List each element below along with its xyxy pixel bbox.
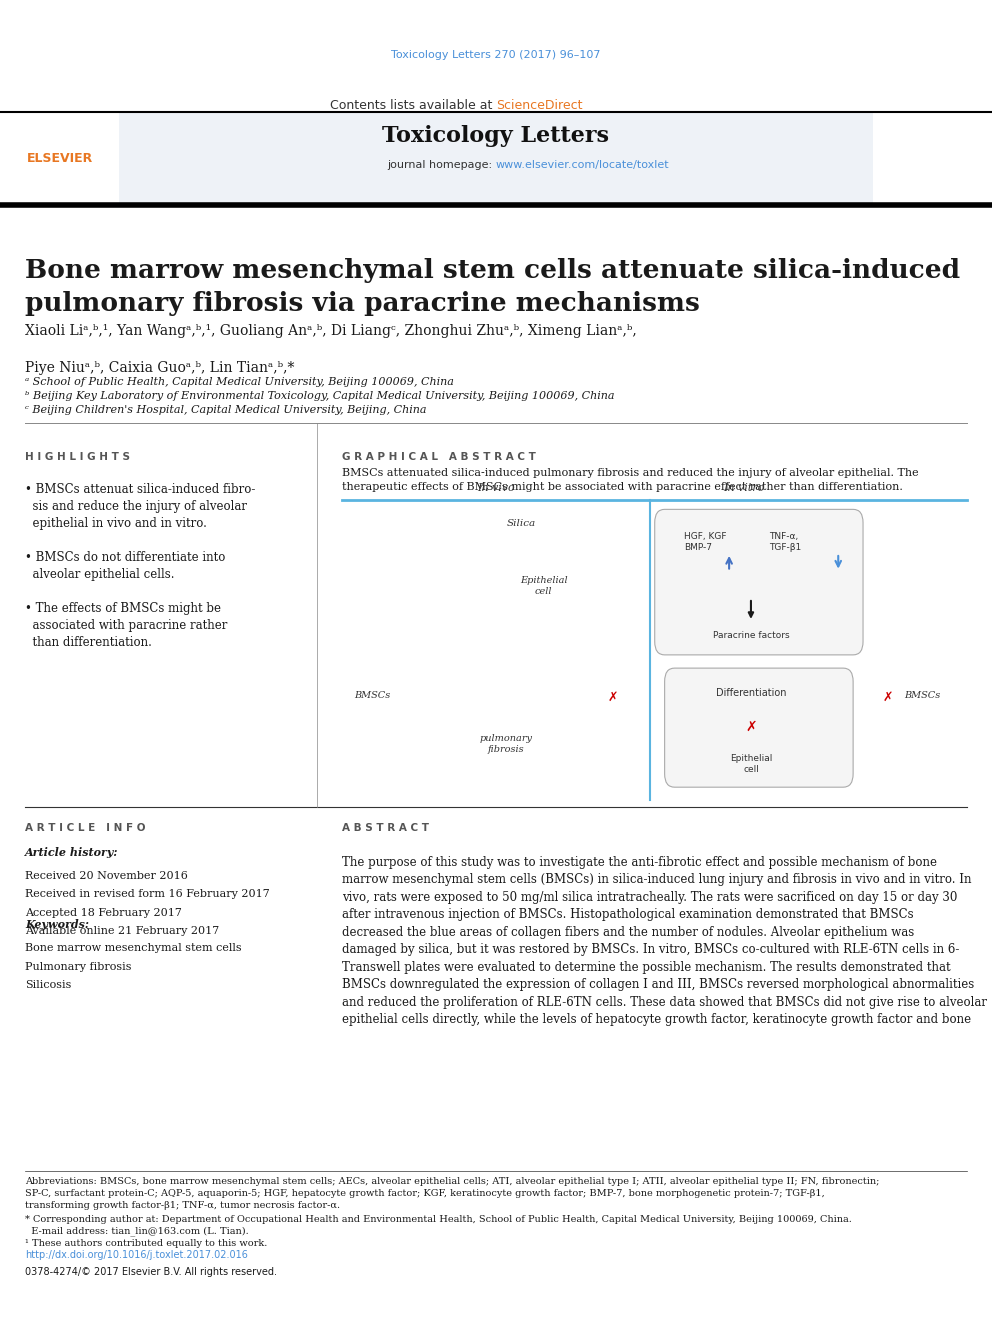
Text: Keywords:: Keywords:	[25, 919, 89, 930]
Text: H I G H L I G H T S: H I G H L I G H T S	[25, 452, 130, 463]
Text: In vitro: In vitro	[723, 483, 765, 493]
Text: ELSEVIER: ELSEVIER	[27, 152, 92, 165]
Text: Contents lists available at: Contents lists available at	[329, 99, 496, 112]
Text: Paracrine factors: Paracrine factors	[712, 631, 790, 640]
Text: Available online 21 February 2017: Available online 21 February 2017	[25, 926, 219, 937]
Text: pulmonary
fibrosis: pulmonary fibrosis	[479, 734, 533, 754]
Text: BMSCs: BMSCs	[905, 691, 940, 700]
Text: A B S T R A C T: A B S T R A C T	[342, 823, 430, 833]
Text: Piye Niuᵃ,ᵇ, Caixia Guoᵃ,ᵇ, Lin Tianᵃ,ᵇ,*: Piye Niuᵃ,ᵇ, Caixia Guoᵃ,ᵇ, Lin Tianᵃ,ᵇ,…	[25, 361, 295, 376]
Text: ᵃ School of Public Health, Capital Medical University, Beijing 100069, China
ᵇ B: ᵃ School of Public Health, Capital Medic…	[25, 377, 614, 415]
Text: Bone marrow mesenchymal stem cells attenuate silica-induced
pulmonary fibrosis v: Bone marrow mesenchymal stem cells atten…	[25, 258, 960, 316]
Text: The purpose of this study was to investigate the anti-fibrotic effect and possib: The purpose of this study was to investi…	[342, 856, 987, 1027]
Text: Received in revised form 16 February 2017: Received in revised form 16 February 201…	[25, 889, 270, 900]
FancyBboxPatch shape	[119, 112, 873, 205]
Text: • BMSCs attenuat silica-induced fibro-
  sis and reduce the injury of alveolar
 : • BMSCs attenuat silica-induced fibro- s…	[25, 483, 255, 648]
Text: Epithelial
cell: Epithelial cell	[520, 576, 567, 595]
Text: BMSCs: BMSCs	[354, 691, 390, 700]
Text: BMSCs attenuated silica-induced pulmonary fibrosis and reduced the injury of alv: BMSCs attenuated silica-induced pulmonar…	[342, 468, 919, 492]
Text: http://dx.doi.org/10.1016/j.toxlet.2017.02.016: http://dx.doi.org/10.1016/j.toxlet.2017.…	[25, 1250, 248, 1261]
Text: * Corresponding author at: Department of Occupational Health and Environmental H: * Corresponding author at: Department of…	[25, 1215, 852, 1248]
Text: ScienceDirect: ScienceDirect	[496, 99, 582, 112]
Text: TNF-α,
TGF-β1: TNF-α, TGF-β1	[769, 532, 802, 552]
Text: ✗: ✗	[608, 691, 618, 704]
Text: Accepted 18 February 2017: Accepted 18 February 2017	[25, 908, 182, 918]
Text: Pulmonary fibrosis: Pulmonary fibrosis	[25, 962, 131, 972]
Text: Article history:: Article history:	[25, 847, 118, 857]
Text: HGF, KGF
BMP-7: HGF, KGF BMP-7	[684, 532, 727, 552]
Text: Bone marrow mesenchymal stem cells: Bone marrow mesenchymal stem cells	[25, 943, 241, 954]
FancyBboxPatch shape	[655, 509, 863, 655]
Text: In vivo: In vivo	[477, 483, 515, 493]
Text: Epithelial
cell: Epithelial cell	[730, 754, 772, 774]
Text: Toxicology Letters 270 (2017) 96–107: Toxicology Letters 270 (2017) 96–107	[391, 50, 601, 61]
Text: A R T I C L E   I N F O: A R T I C L E I N F O	[25, 823, 145, 833]
Text: journal homepage:: journal homepage:	[387, 160, 496, 171]
Text: Received 20 November 2016: Received 20 November 2016	[25, 871, 187, 881]
Text: 0378-4274/© 2017 Elsevier B.V. All rights reserved.: 0378-4274/© 2017 Elsevier B.V. All right…	[25, 1267, 277, 1278]
Text: www.elsevier.com/locate/toxlet: www.elsevier.com/locate/toxlet	[496, 160, 670, 171]
Text: G R A P H I C A L   A B S T R A C T: G R A P H I C A L A B S T R A C T	[342, 452, 536, 463]
FancyBboxPatch shape	[665, 668, 853, 787]
Text: Toxicology Letters: Toxicology Letters	[383, 126, 609, 147]
Text: Silicosis: Silicosis	[25, 980, 71, 991]
Text: Differentiation: Differentiation	[715, 688, 787, 699]
Text: Silica: Silica	[506, 519, 536, 528]
Text: Xiaoli Liᵃ,ᵇ,¹, Yan Wangᵃ,ᵇ,¹, Guoliang Anᵃ,ᵇ, Di Liangᶜ, Zhonghui Zhuᵃ,ᵇ, Ximen: Xiaoli Liᵃ,ᵇ,¹, Yan Wangᵃ,ᵇ,¹, Guoliang …	[25, 324, 637, 339]
Text: ✗: ✗	[883, 691, 893, 704]
Text: ✗: ✗	[745, 720, 757, 734]
Text: Abbreviations: BMSCs, bone marrow mesenchymal stem cells; AECs, alveolar epithel: Abbreviations: BMSCs, bone marrow mesenc…	[25, 1177, 879, 1211]
